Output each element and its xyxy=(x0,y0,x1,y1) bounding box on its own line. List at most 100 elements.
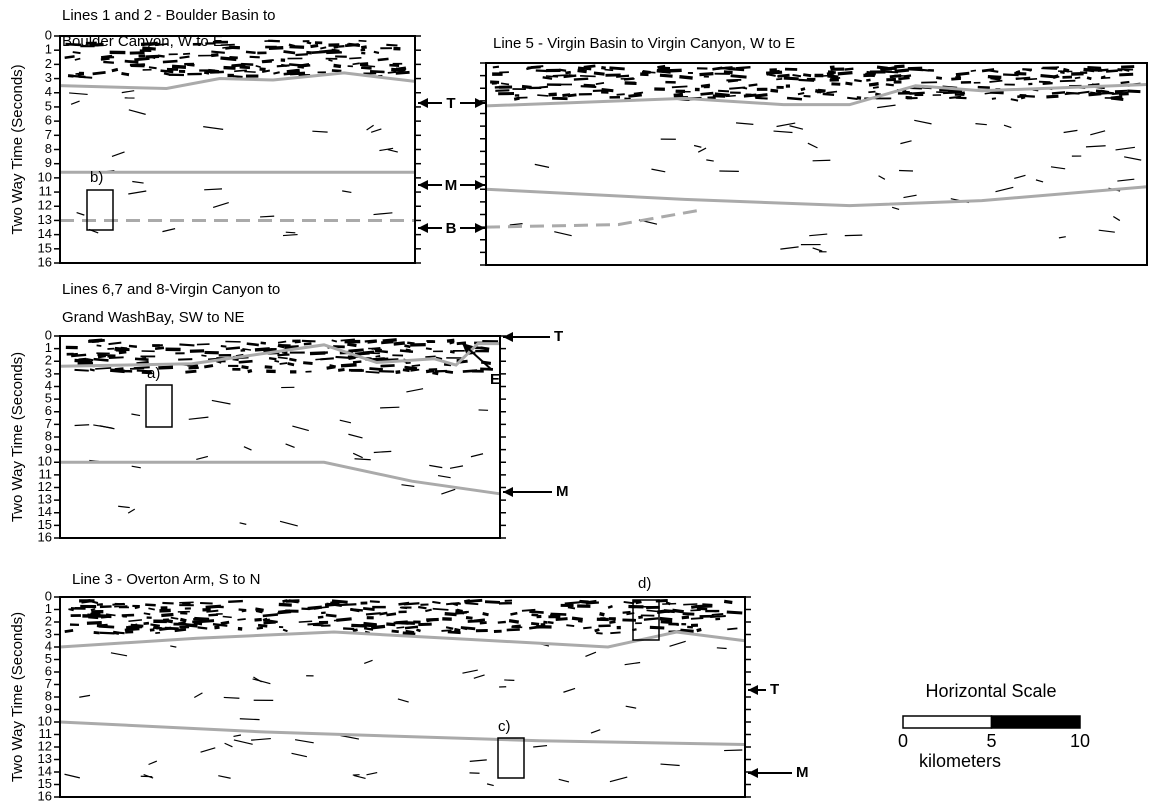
reflector xyxy=(141,44,155,45)
reflector xyxy=(803,75,811,76)
reflector xyxy=(187,65,194,66)
reflector xyxy=(1121,82,1130,83)
reflector xyxy=(605,70,614,71)
reflector xyxy=(376,356,381,357)
reflector xyxy=(1117,179,1134,181)
reflector xyxy=(780,247,798,249)
reflector xyxy=(226,348,240,349)
reflector xyxy=(1060,72,1064,73)
reflector xyxy=(119,352,126,353)
reflector xyxy=(221,45,235,46)
reflector xyxy=(813,248,823,251)
reflector xyxy=(847,98,857,99)
reflector xyxy=(311,45,319,46)
reflector xyxy=(531,615,538,616)
reflector xyxy=(392,631,399,632)
tick-label: 16 xyxy=(38,254,52,269)
reflector xyxy=(798,93,804,94)
reflector xyxy=(1075,78,1080,79)
y-axis-label: Two Way Time (Seconds) xyxy=(9,352,26,522)
scale-tick-label: 5 xyxy=(986,731,996,751)
reflector xyxy=(563,688,575,692)
reflector xyxy=(971,70,976,71)
reflector xyxy=(69,93,88,95)
reflector xyxy=(892,207,899,209)
reflector xyxy=(975,124,986,125)
reflector xyxy=(691,606,697,607)
reflector xyxy=(315,359,324,360)
reflector xyxy=(131,414,140,416)
marker-label: T xyxy=(554,328,563,345)
reflector xyxy=(666,603,670,604)
tick-label: 7 xyxy=(45,127,52,142)
reflector xyxy=(220,58,236,59)
reflector xyxy=(697,629,702,630)
reflector xyxy=(712,68,722,69)
reflector xyxy=(1106,71,1118,72)
reflector xyxy=(343,628,354,629)
y-axis-label: Two Way Time (Seconds) xyxy=(9,612,26,782)
reflector xyxy=(1016,78,1030,79)
panel-title: Lines 6,7 and 8-Virgin Canyon to xyxy=(62,281,280,298)
reflector xyxy=(135,359,149,360)
reflector xyxy=(171,618,178,619)
reflector xyxy=(371,129,381,132)
panel-title: Line 3 - Overton Arm, S to N xyxy=(72,571,260,588)
reflector xyxy=(450,466,463,468)
reflector xyxy=(398,603,409,604)
reflector xyxy=(348,434,362,438)
reflector xyxy=(529,612,543,613)
reflector xyxy=(170,646,176,647)
reflector xyxy=(79,695,90,697)
reflector xyxy=(583,627,591,628)
reflector xyxy=(580,76,596,77)
reflector xyxy=(774,131,793,132)
reflector xyxy=(342,191,351,193)
reflector xyxy=(845,83,852,84)
reflector xyxy=(510,613,517,614)
reflector xyxy=(129,110,146,115)
reflector xyxy=(289,359,296,360)
reflector xyxy=(624,79,634,80)
reflector xyxy=(903,195,916,197)
reflector xyxy=(568,75,575,76)
reflector xyxy=(396,372,401,373)
reflector xyxy=(128,509,135,513)
reflector xyxy=(65,630,73,631)
reflector xyxy=(242,367,249,368)
reflector xyxy=(341,604,356,605)
reflector xyxy=(149,761,157,764)
reflector xyxy=(225,743,233,747)
reflector xyxy=(179,602,193,603)
reflector xyxy=(347,344,356,345)
reflector xyxy=(736,67,751,68)
reflector xyxy=(522,610,535,611)
reflector xyxy=(1039,82,1051,83)
reflector xyxy=(1087,78,1091,79)
reflector xyxy=(153,627,158,628)
reflector xyxy=(339,46,345,47)
reflector xyxy=(868,92,875,93)
reflector xyxy=(388,72,396,73)
reflector xyxy=(244,447,252,450)
reflector xyxy=(353,63,360,64)
reflector xyxy=(131,625,144,626)
reflector xyxy=(338,370,344,371)
reflector xyxy=(180,619,186,620)
reflector xyxy=(234,70,247,71)
reflector xyxy=(144,613,150,614)
reflector xyxy=(731,76,747,77)
reflector xyxy=(426,370,434,371)
reflector xyxy=(989,81,1002,82)
reflector xyxy=(366,372,380,373)
reflector xyxy=(109,357,124,358)
horizon xyxy=(60,722,745,745)
reflector xyxy=(1052,92,1065,93)
reflector xyxy=(416,630,420,631)
reflector xyxy=(93,72,106,73)
reflector xyxy=(265,367,273,368)
reflector xyxy=(112,152,125,157)
reflector xyxy=(809,234,827,236)
reflector xyxy=(364,660,372,663)
reflector xyxy=(185,371,196,372)
